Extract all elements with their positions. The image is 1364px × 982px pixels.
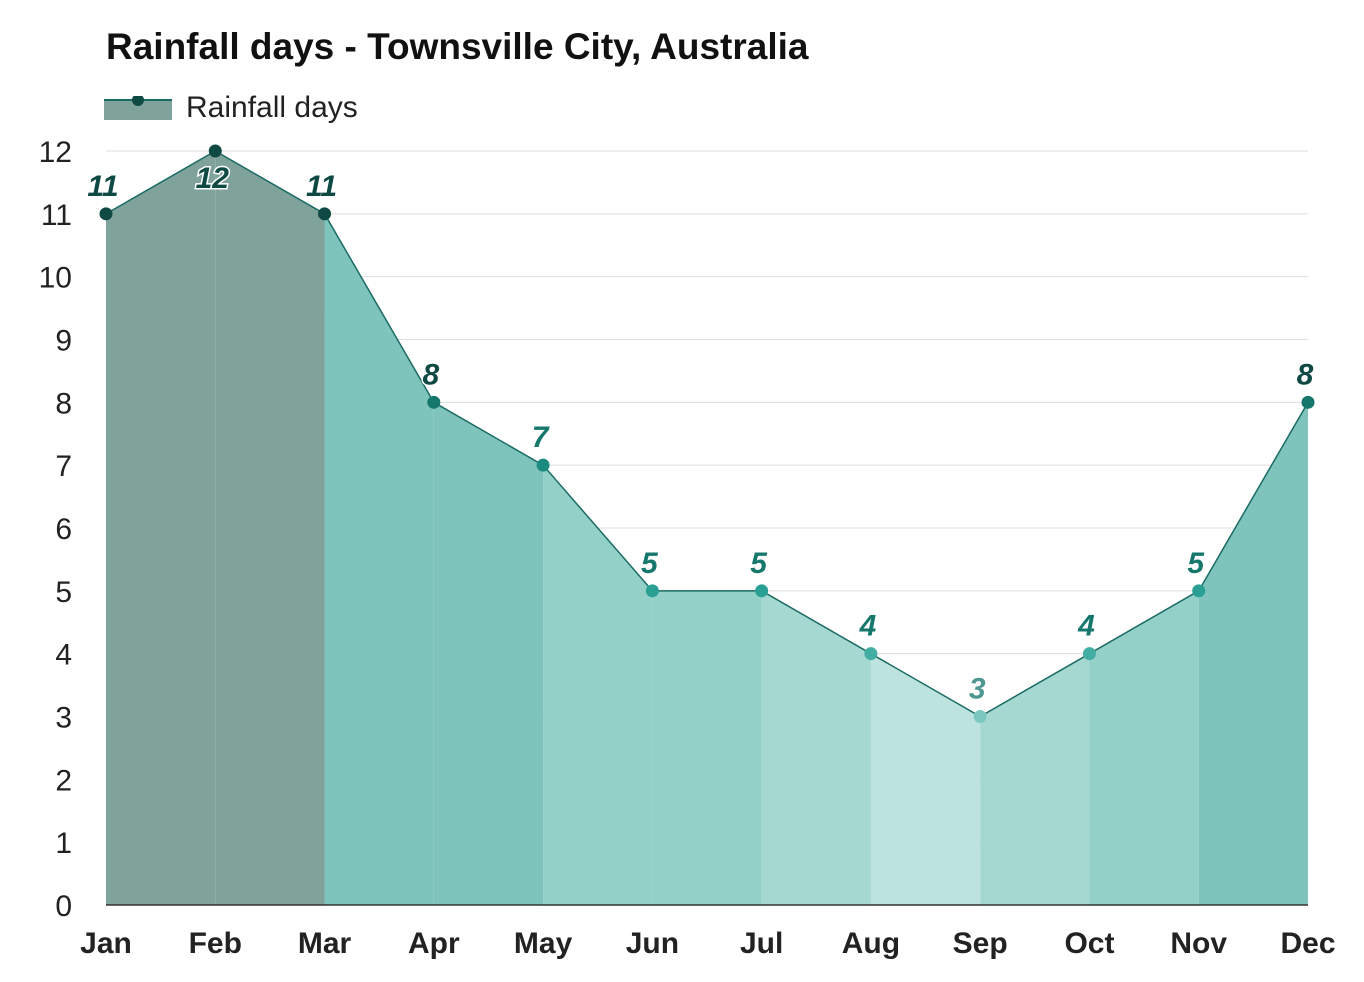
- data-label-oct: 4: [1077, 610, 1095, 643]
- data-point-apr[interactable]: [427, 395, 441, 409]
- x-tick-label-jun: Jun: [626, 927, 679, 960]
- x-tick-label-jan: Jan: [80, 927, 132, 960]
- data-point-may[interactable]: [536, 458, 550, 472]
- data-label-nov: 5: [1187, 547, 1205, 580]
- data-label-jul: 5: [750, 547, 768, 580]
- x-tick-label-dec: Dec: [1280, 927, 1335, 960]
- data-point-sep[interactable]: [973, 710, 987, 723]
- data-label-sep: 3: [969, 673, 986, 706]
- y-tick-label: 4: [55, 639, 72, 672]
- x-tick-label-nov: Nov: [1170, 927, 1227, 960]
- area-segment-sep: [980, 653, 1090, 905]
- y-tick-label: 2: [55, 764, 72, 797]
- y-tick-label: 8: [55, 387, 72, 420]
- legend-label: Rainfall days: [186, 91, 358, 124]
- data-point-dec[interactable]: [1301, 395, 1315, 409]
- area-segment-jul: [761, 590, 871, 905]
- y-tick-label: 1: [55, 827, 72, 860]
- data-point-feb[interactable]: [208, 144, 222, 158]
- x-tick-label-jul: Jul: [740, 927, 783, 960]
- area-segment-jun: [652, 590, 762, 905]
- data-point-mar[interactable]: [318, 207, 332, 221]
- data-label-dec: 8: [1297, 358, 1314, 391]
- rainfall-line: [105, 150, 1309, 718]
- y-tick-label: 7: [55, 450, 72, 483]
- data-point-jan[interactable]: [99, 207, 113, 221]
- x-tick-label-aug: Aug: [842, 927, 900, 960]
- data-labels: 11 12 11 8 7 5 5 4 3 4 5 8: [86, 161, 1315, 708]
- y-tick-label: 5: [55, 576, 72, 609]
- data-label-jan: 11: [87, 170, 118, 203]
- x-tick-label-feb: Feb: [189, 927, 242, 960]
- data-point-jul[interactable]: [755, 584, 769, 598]
- x-tick-label-mar: Mar: [298, 927, 352, 960]
- x-axis-ticks: Jan Feb Mar Apr May Jun Jul Aug Sep Oct Nov Dec: [80, 927, 1335, 960]
- area-segment-jan: [106, 151, 216, 905]
- x-tick-label-apr: Apr: [408, 927, 460, 960]
- area-segment-may: [543, 465, 653, 905]
- area-segment-mar: [324, 213, 434, 906]
- data-point-jun[interactable]: [645, 584, 659, 598]
- y-tick-label: 9: [55, 325, 72, 358]
- y-tick-label: 0: [55, 890, 72, 923]
- series-line: [105, 150, 1309, 718]
- area-fills: [106, 151, 1308, 906]
- chart-title: Rainfall days - Townsville City, Austral…: [106, 26, 809, 67]
- y-tick-label: 12: [39, 136, 72, 169]
- y-tick-label: 6: [55, 513, 72, 546]
- x-tick-label-oct: Oct: [1064, 927, 1114, 960]
- area-segment-nov: [1198, 402, 1308, 905]
- x-tick-label-sep: Sep: [953, 927, 1008, 960]
- area-segment-aug: [870, 653, 981, 905]
- area-segment-feb: [215, 151, 325, 905]
- area-segment-apr: [433, 402, 544, 905]
- y-tick-label: 3: [55, 702, 72, 735]
- area-segment-oct: [1089, 590, 1199, 905]
- data-label-aug: 4: [859, 610, 877, 643]
- data-point-nov[interactable]: [1192, 584, 1206, 598]
- data-point-aug[interactable]: [864, 647, 878, 661]
- x-tick-label-may: May: [514, 927, 573, 960]
- data-label-feb: 12: [196, 162, 230, 195]
- data-label-may: 7: [532, 421, 550, 454]
- data-label-apr: 8: [422, 358, 439, 391]
- data-label-mar: 11: [306, 170, 337, 203]
- data-point-oct[interactable]: [1082, 647, 1096, 661]
- legend-swatch-icon: [104, 96, 172, 120]
- y-tick-label: 10: [39, 262, 72, 295]
- data-points: [99, 144, 1315, 723]
- data-label-jun: 5: [641, 547, 659, 580]
- y-tick-label: 11: [41, 199, 72, 232]
